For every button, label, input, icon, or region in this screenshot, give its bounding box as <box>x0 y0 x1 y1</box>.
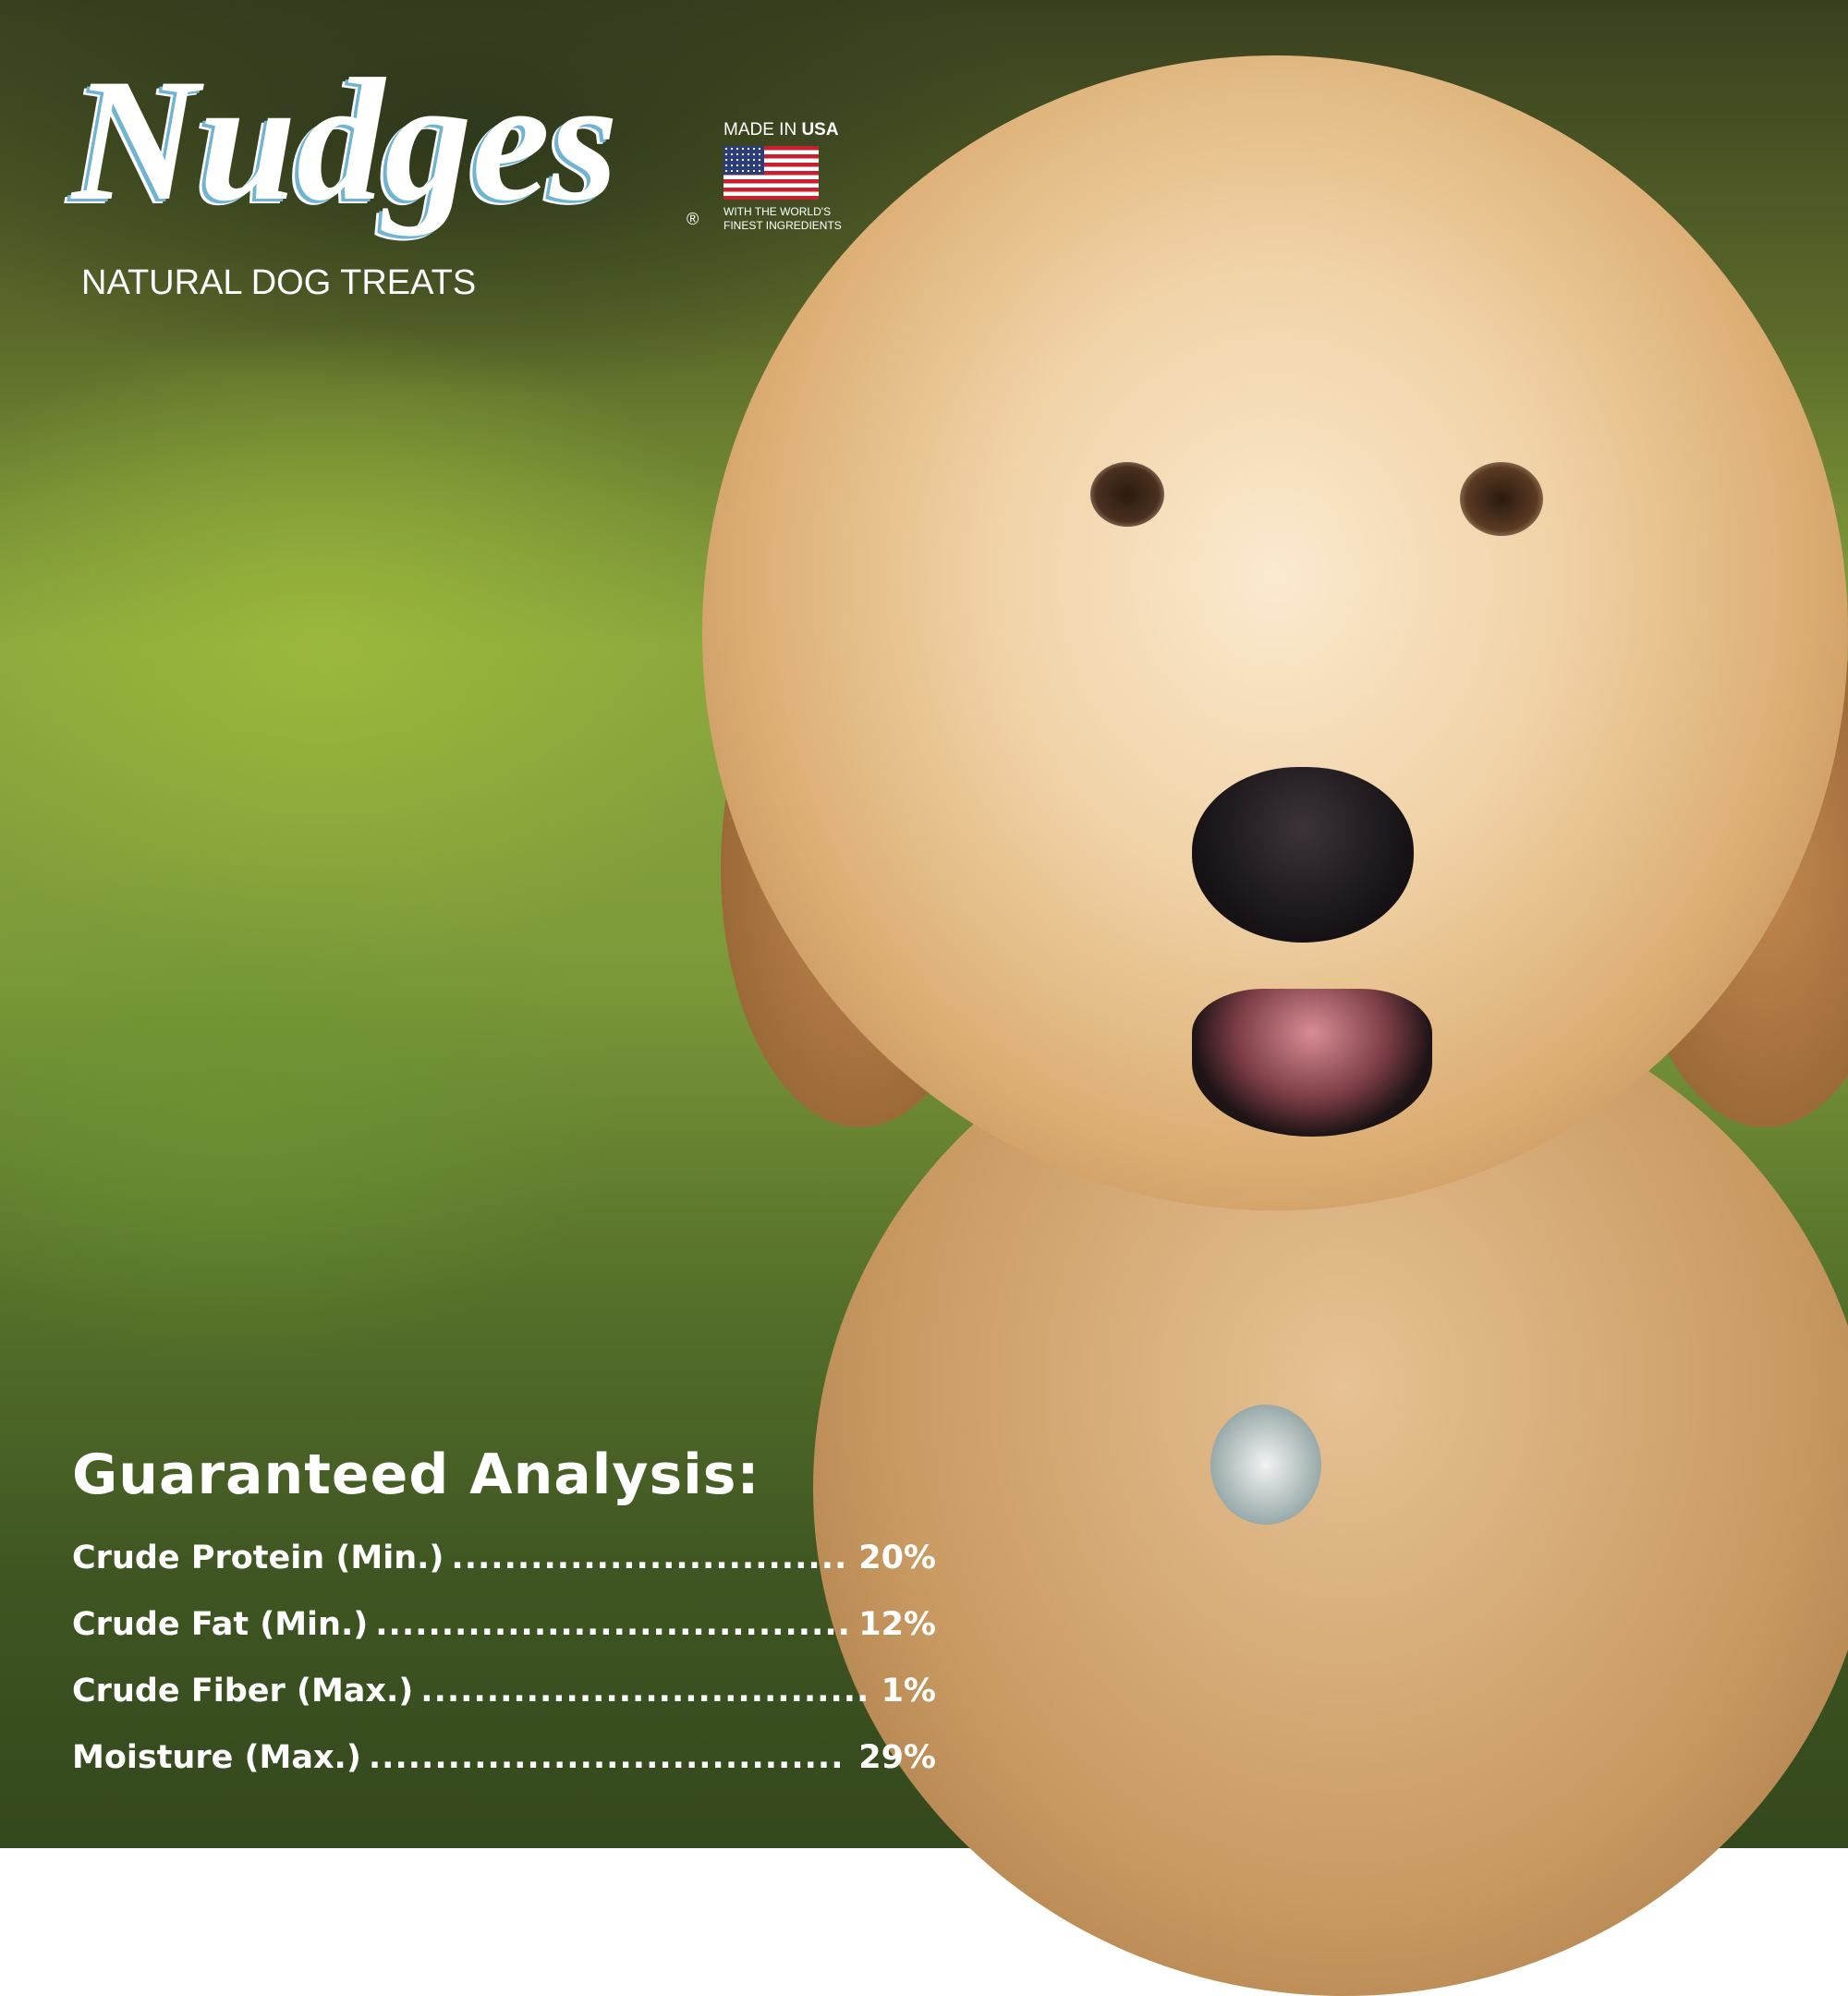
leader-dots: .................................. <box>420 1673 870 1710</box>
registered-mark: ® <box>687 210 699 228</box>
made-in-usa-badge: MADE IN USA WITH THE WORLD'S FINEST INGR… <box>723 120 862 233</box>
us-flag-icon <box>723 146 819 200</box>
brand-logo: Nudges ® NATURAL DOG TREATS MADE IN USA … <box>72 48 904 325</box>
badge-usa: USA <box>801 120 839 140</box>
brand-tagline: NATURAL DOG TREATS <box>81 263 477 302</box>
analysis-row: Crude Protein (Min.) ...................… <box>72 1525 936 1591</box>
badge-line3: FINEST INGREDIENTS <box>723 219 842 232</box>
analysis-title: Guaranteed Analysis: <box>72 1442 760 1507</box>
analysis-label: Crude Fat (Min.) <box>72 1606 369 1643</box>
brand-name: Nudges <box>72 43 619 237</box>
dog-eye-left <box>1090 462 1164 527</box>
analysis-label: Crude Protein (Min.) <box>72 1540 444 1576</box>
dog-eye-right <box>1460 462 1543 536</box>
collar-tag <box>1210 1405 1321 1525</box>
analysis-value: 12% <box>858 1606 936 1643</box>
dog-nose <box>1192 767 1414 943</box>
analysis-row: Crude Fiber (Max.) .....................… <box>72 1658 936 1724</box>
analysis-label: Crude Fiber (Max.) <box>72 1673 414 1710</box>
dog-photo <box>702 55 1848 1996</box>
leader-dots: .............................. <box>451 1540 848 1576</box>
analysis-label: Moisture (Max.) <box>72 1739 361 1776</box>
analysis-row: Moisture (Max.) ........................… <box>72 1724 936 1791</box>
analysis-value: 20% <box>858 1540 936 1576</box>
badge-line2: WITH THE WORLD'S <box>723 205 832 218</box>
leader-dots: .................................... <box>368 1739 845 1776</box>
leader-dots: .................................... <box>375 1606 851 1643</box>
badge-made-in: MADE IN <box>723 120 802 140</box>
guaranteed-analysis: Guaranteed Analysis: Crude Protein (Min.… <box>72 1442 936 1791</box>
analysis-row: Crude Fat (Min.) .......................… <box>72 1591 936 1658</box>
analysis-value: 29% <box>858 1739 936 1776</box>
analysis-value: 1% <box>881 1673 936 1710</box>
dog-mouth <box>1192 989 1432 1137</box>
